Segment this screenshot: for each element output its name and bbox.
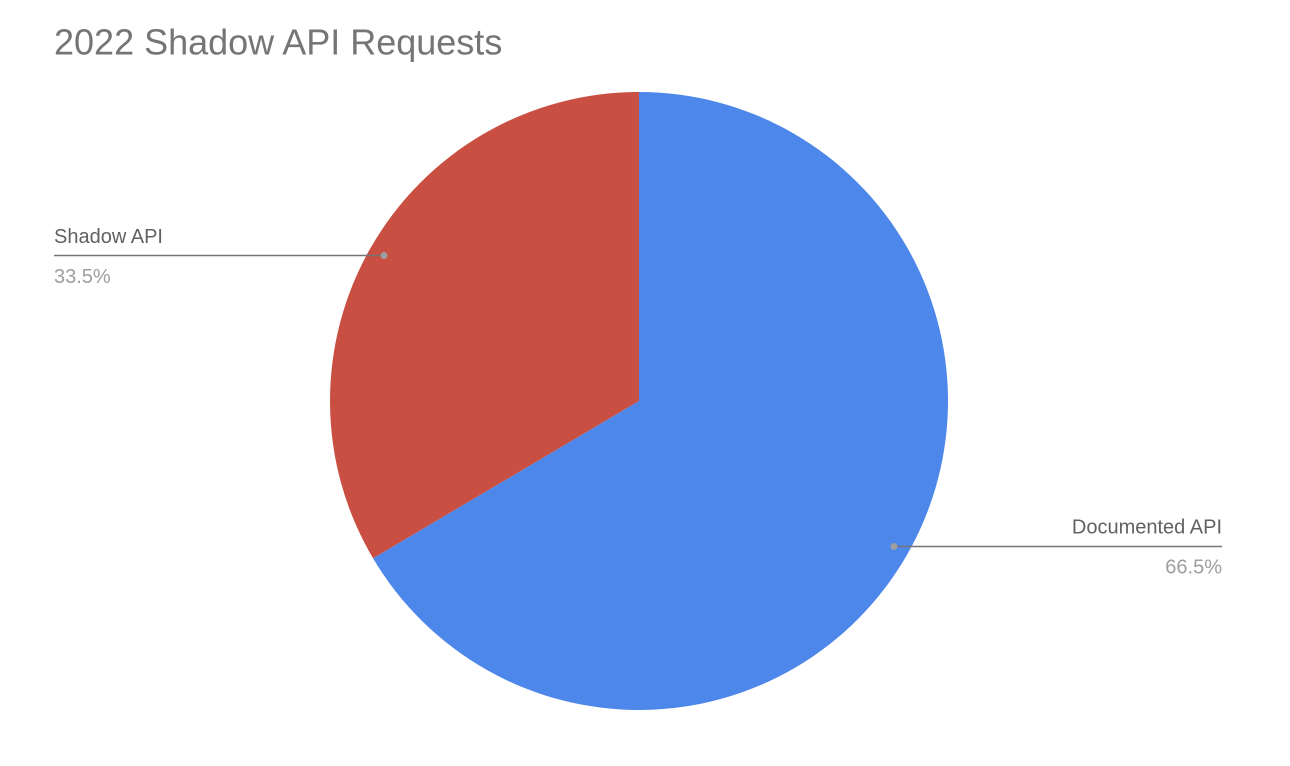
pie-slice <box>373 92 948 710</box>
slice-label: Shadow API <box>54 226 163 248</box>
chart-title: 2022 Shadow API Requests <box>54 22 502 63</box>
slice-label: Documented API <box>1072 517 1222 539</box>
pie-slice <box>330 92 639 559</box>
slice-value: 66.5% <box>1165 557 1222 579</box>
leader-dot <box>380 252 388 260</box>
slice-value: 33.5% <box>54 266 111 288</box>
leader-dot <box>890 542 898 550</box>
